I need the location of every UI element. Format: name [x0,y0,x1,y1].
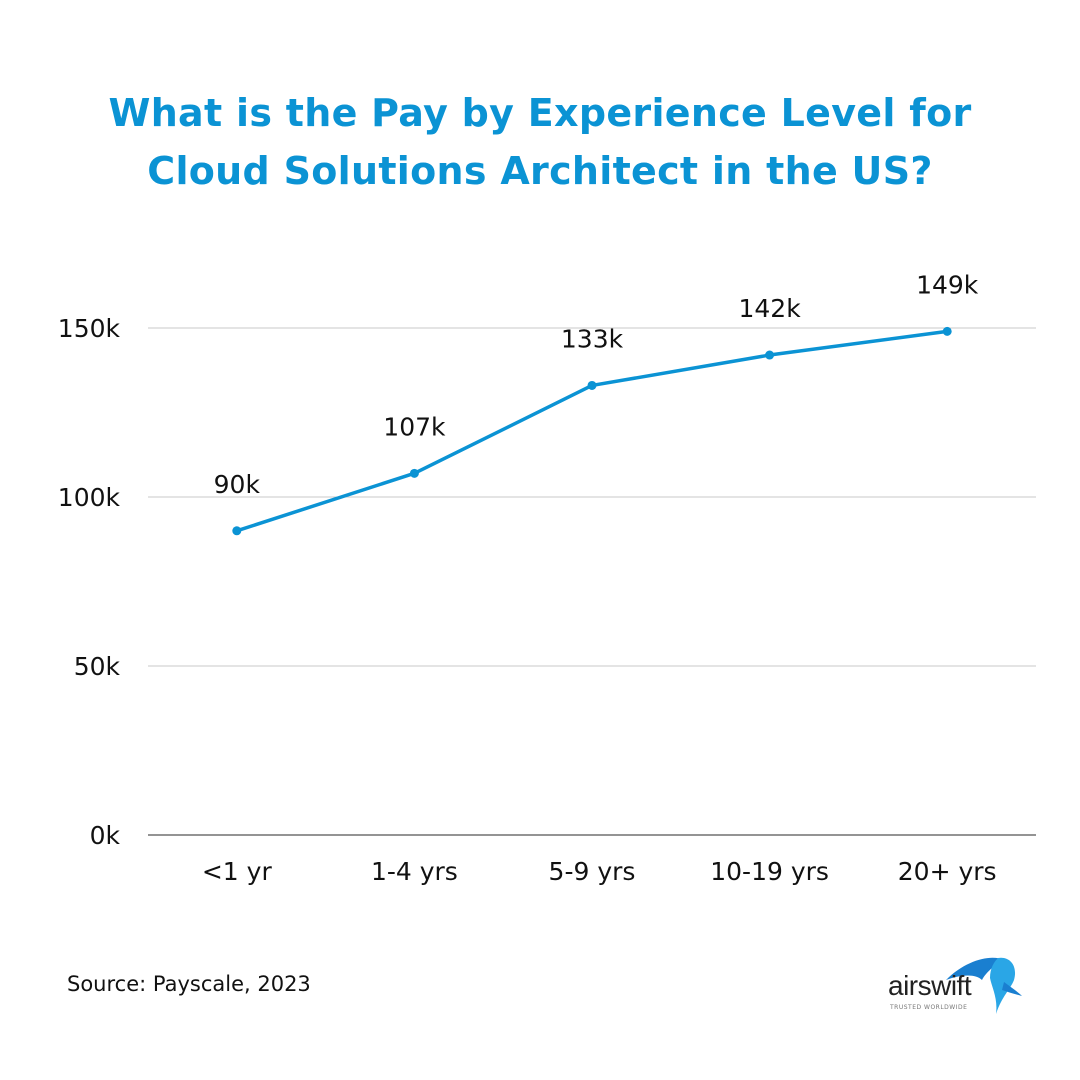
x-tick-label: 5-9 yrs [549,857,636,886]
title-line-1: What is the Pay by Experience Level for [108,91,972,135]
swift-bird-icon [946,957,1022,1014]
x-tick-label: 10-19 yrs [710,857,829,886]
chart-title: What is the Pay by Experience Level for … [0,84,1080,200]
y-tick-label: 0k [90,821,121,850]
data-point [409,468,419,478]
data-point [232,526,242,536]
x-tick-label: 20+ yrs [898,857,997,886]
source-note: Source: Payscale, 2023 [67,972,311,996]
data-label: 133k [561,324,624,353]
logo-wordmark: airswift [888,970,972,1001]
y-tick-label: 150k [58,314,121,343]
title-line-2: Cloud Solutions Architect in the US? [147,149,933,193]
data-label: 142k [738,294,801,323]
data-label: 149k [916,270,979,299]
logo-tagline: TRUSTED WORLDWIDE [890,1004,968,1011]
y-tick-label: 50k [74,652,121,681]
data-point [765,350,775,360]
airswift-logo: airswift TRUSTED WORLDWIDE [886,952,1026,1018]
data-point [942,326,952,336]
x-tick-label: <1 yr [202,857,273,886]
x-tick-label: 1-4 yrs [371,857,458,886]
series-line [236,329,948,533]
data-point [587,380,597,390]
y-tick-label: 100k [58,483,121,512]
data-label: 107k [383,412,446,441]
data-label: 90k [214,470,261,499]
